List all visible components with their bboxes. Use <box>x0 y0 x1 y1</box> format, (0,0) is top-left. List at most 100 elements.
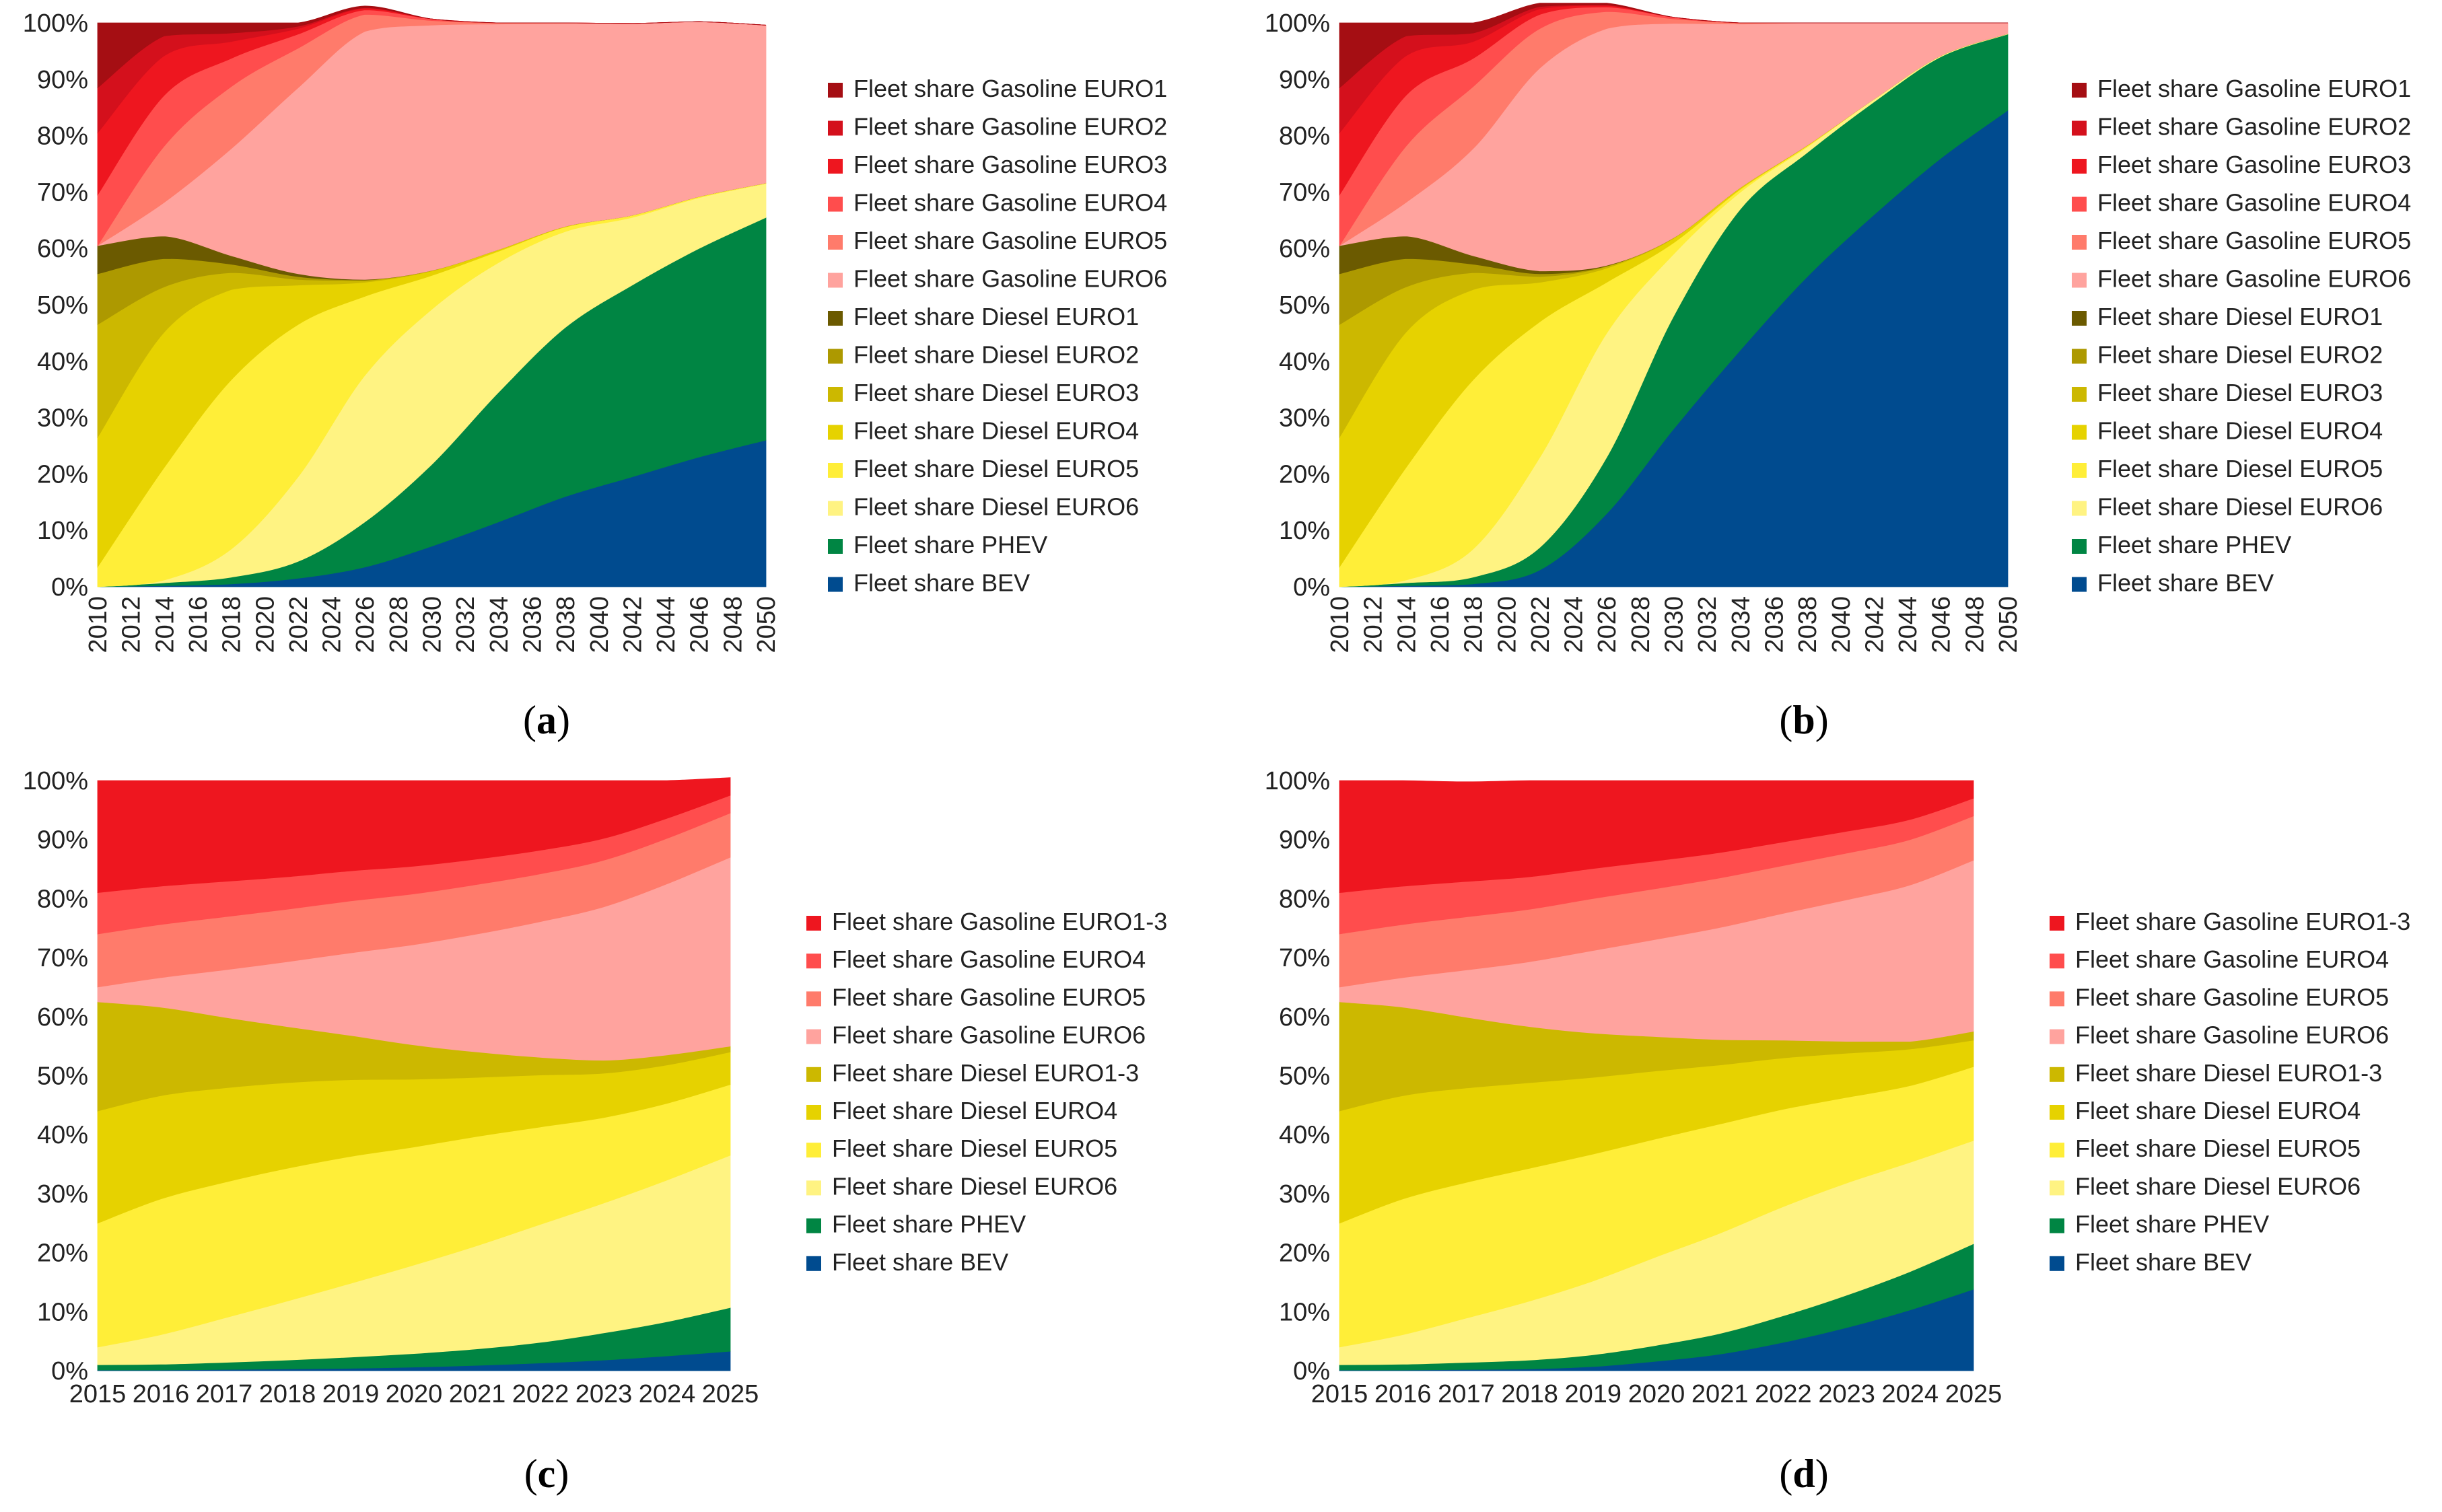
legend-swatch <box>828 425 843 440</box>
legend-item: Fleet share Gasoline EURO5 <box>806 983 1146 1011</box>
y-tick-label: 50% <box>1279 291 1330 320</box>
legend-label: Fleet share Diesel EURO1 <box>2097 303 2383 330</box>
legend-label: Fleet share Gasoline EURO1-3 <box>832 908 1167 935</box>
y-tick-label: 50% <box>1279 1063 1330 1091</box>
y-tick-label: 80% <box>37 885 88 913</box>
legend-label: Fleet share BEV <box>853 569 1030 597</box>
legend-item: Fleet share Gasoline EURO1 <box>2072 75 2411 102</box>
x-tick-label: 2023 <box>1818 1380 1875 1408</box>
x-tick-label: 2025 <box>1945 1380 2002 1408</box>
x-tick-label: 2021 <box>1691 1380 1749 1408</box>
legend-label: Fleet share PHEV <box>853 531 1047 559</box>
y-tick-label: 30% <box>37 1180 88 1209</box>
legend-item: Fleet share Diesel EURO6 <box>806 1172 1117 1200</box>
legend-swatch <box>2050 953 2064 969</box>
legend-label: Fleet share Diesel EURO5 <box>2075 1135 2361 1162</box>
legend-item: Fleet share Gasoline EURO4 <box>828 189 1167 217</box>
x-tick-label: 2042 <box>1860 596 1889 653</box>
legend-swatch <box>828 311 843 326</box>
area-layers <box>97 777 731 1371</box>
legend-item: Fleet share Gasoline EURO6 <box>2072 265 2411 293</box>
y-tick-label: 10% <box>37 517 88 545</box>
x-tick-label: 2012 <box>118 596 146 653</box>
legend-label: Fleet share Gasoline EURO4 <box>832 945 1146 973</box>
x-tick-label: 2018 <box>1501 1380 1558 1408</box>
legend-label: Fleet share Gasoline EURO5 <box>832 983 1146 1011</box>
x-tick-label: 2040 <box>586 596 614 653</box>
x-tick-label: 2034 <box>1727 596 1755 653</box>
legend-swatch <box>2072 235 2087 250</box>
x-tick-label: 2038 <box>552 596 580 653</box>
legend-swatch <box>828 196 843 212</box>
x-axis: 2010 2012 2014 2016 2018 2020 2022 2024 2026 2028… <box>1326 596 2023 653</box>
x-tick-label: 2018 <box>1460 596 1488 653</box>
y-axis: 0% 10% 20% 30% 40% 50% 60% 70% 80% 90% 100% <box>1265 767 1330 1385</box>
y-tick-label: 40% <box>37 1121 88 1149</box>
legend-swatch <box>828 539 843 554</box>
legend-label: Fleet share Diesel EURO6 <box>832 1172 1117 1200</box>
panel-label: (a) <box>523 698 570 742</box>
y-tick-label: 70% <box>37 178 88 207</box>
y-tick-label: 0% <box>51 573 88 602</box>
legend-swatch <box>2072 196 2087 212</box>
legend-swatch <box>828 235 843 250</box>
legend-item: Fleet share Gasoline EURO4 <box>2050 945 2389 973</box>
legend-swatch <box>828 349 843 364</box>
y-tick-label: 90% <box>1279 66 1330 94</box>
legend-label: Fleet share PHEV <box>2075 1211 2269 1238</box>
x-tick-label: 2017 <box>1438 1380 1495 1408</box>
legend-label: Fleet share Gasoline EURO4 <box>2075 945 2389 973</box>
x-tick-label: 2022 <box>285 596 313 653</box>
legend-label: Fleet share Gasoline EURO1 <box>2097 75 2411 102</box>
x-tick-label: 2010 <box>84 596 112 653</box>
legend-label: Fleet share Gasoline EURO3 <box>853 151 1167 178</box>
legend-label: Fleet share Diesel EURO5 <box>2097 455 2383 482</box>
x-tick-label: 2036 <box>1760 596 1788 653</box>
legend-item: Fleet share Diesel EURO6 <box>2072 493 2383 521</box>
panel-label: (d) <box>1779 1451 1828 1496</box>
legend-item: Fleet share Gasoline EURO2 <box>828 113 1167 141</box>
x-tick-label: 2010 <box>1326 596 1354 653</box>
y-tick-label: 30% <box>1279 404 1330 433</box>
x-tick-label: 2022 <box>512 1380 569 1408</box>
legend-swatch <box>806 1256 821 1271</box>
area-fleet-share-gasoline-euro1 <box>97 5 767 89</box>
legend-item: Fleet share Gasoline EURO3 <box>828 151 1167 178</box>
legend-item: Fleet share BEV <box>806 1248 1008 1276</box>
legend-item: Fleet share BEV <box>2072 569 2274 597</box>
y-tick-label: 100% <box>23 9 88 38</box>
legend-item: Fleet share Gasoline EURO5 <box>2072 227 2411 254</box>
x-axis: 2015 2016 2017 2018 2019 2020 2021 2022 2023 2024… <box>69 1380 759 1408</box>
y-tick-label: 0% <box>1293 1357 1330 1385</box>
legend-label: Fleet share Diesel EURO1-3 <box>2075 1059 2382 1087</box>
legend-swatch <box>2072 577 2087 592</box>
y-axis: 0% 10% 20% 30% 40% 50% 60% 70% 80% 90% 100% <box>23 9 88 602</box>
legend-item: Fleet share Gasoline EURO5 <box>828 227 1167 254</box>
legend-item: Fleet share Gasoline EURO4 <box>2072 189 2411 217</box>
legend-label: Fleet share Diesel EURO3 <box>2097 379 2383 406</box>
legend-label: Fleet share Gasoline EURO6 <box>853 265 1167 293</box>
y-tick-label: 20% <box>1279 1239 1330 1268</box>
legend-label: Fleet share Gasoline EURO1-3 <box>2075 908 2410 935</box>
legend-label: Fleet share Gasoline EURO5 <box>2075 983 2389 1011</box>
y-tick-label: 10% <box>1279 1298 1330 1326</box>
x-tick-label: 2040 <box>1827 596 1856 653</box>
x-tick-label: 2026 <box>1593 596 1621 653</box>
chart-panel-c: 0%10%20%30%40%50%60%70%80%90%100%2015 201… <box>23 767 1167 1496</box>
legend-swatch <box>806 1143 821 1158</box>
x-tick-label: 2016 <box>133 1380 190 1408</box>
x-tick-label: 2019 <box>1565 1380 1622 1408</box>
x-tick-label: 2016 <box>1426 596 1455 653</box>
x-tick-label: 2026 <box>351 596 380 653</box>
legend-swatch <box>806 1180 821 1196</box>
x-tick-label: 2030 <box>419 596 447 653</box>
legend-swatch <box>806 953 821 969</box>
legend-swatch <box>828 387 843 402</box>
y-tick-label: 10% <box>1279 517 1330 545</box>
legend: Fleet share Gasoline EURO1 Fleet share Ga… <box>828 75 1167 597</box>
legend-item: Fleet share Diesel EURO1-3 <box>2050 1059 2382 1087</box>
area-fleet-share-gasoline-euro1 <box>1339 3 2008 89</box>
x-tick-label: 2028 <box>1627 596 1655 653</box>
legend-item: Fleet share Gasoline EURO4 <box>806 945 1146 973</box>
